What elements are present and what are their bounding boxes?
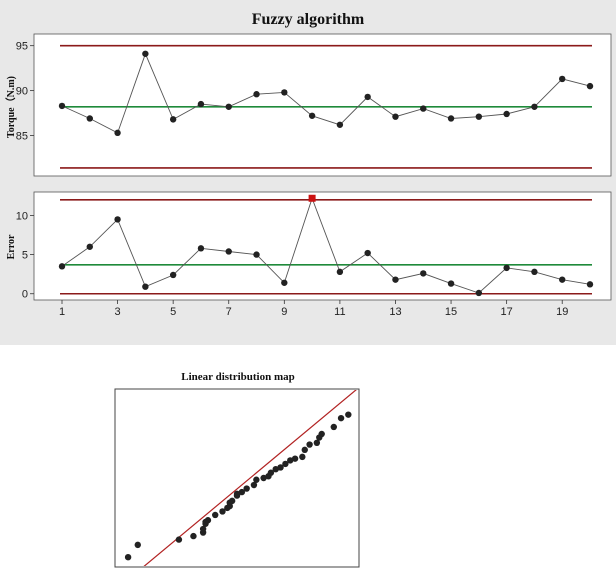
- error-point-out-of-control: [308, 194, 316, 202]
- distribution-plot-area: [114, 388, 360, 568]
- distribution-point: [330, 423, 337, 431]
- torque-point: [531, 103, 538, 110]
- torque-point: [281, 89, 288, 96]
- distribution-point: [299, 453, 306, 461]
- distribution-point: [124, 554, 132, 561]
- torque-point: [586, 82, 594, 90]
- distribution-point: [233, 490, 241, 498]
- error-point: [503, 264, 510, 272]
- distribution-point: [267, 469, 275, 476]
- torque-point: [392, 113, 399, 120]
- torque-y-tick-label: 85: [16, 131, 28, 143]
- torque-plot-area: [33, 33, 612, 177]
- distribution-point: [134, 541, 141, 549]
- error-series-line: [61, 196, 591, 294]
- torque-point: [86, 115, 93, 122]
- error-x-tick-label: 5: [170, 306, 176, 318]
- error-point: [420, 270, 427, 277]
- torque-point: [169, 116, 177, 123]
- distribution-point: [277, 464, 284, 471]
- error-axis-label: Error: [6, 234, 17, 259]
- torque-point: [225, 103, 232, 110]
- torque-y-tick-label: 95: [16, 41, 28, 53]
- error-point: [58, 263, 66, 270]
- error-x-tick-label: 3: [115, 306, 121, 318]
- distribution-panel: [124, 390, 357, 566]
- torque-panel: 85 90 95: [16, 41, 594, 169]
- distribution-point: [337, 414, 345, 422]
- error-x-tick-label: 11: [334, 306, 345, 318]
- torque-series-line: [61, 52, 591, 134]
- torque-axis-label: Torque（N.m): [4, 76, 17, 138]
- distribution-point: [253, 476, 260, 483]
- distribution-point: [175, 536, 183, 543]
- error-point: [169, 271, 177, 279]
- distribution-point: [190, 532, 197, 540]
- torque-point: [447, 115, 455, 122]
- error-y-tick-label: 10: [16, 210, 28, 222]
- error-point: [475, 289, 483, 297]
- distribution-point: [272, 466, 279, 473]
- torque-point: [364, 93, 371, 101]
- error-point: [336, 268, 344, 276]
- distribution-point: [204, 517, 212, 524]
- distribution-point: [250, 481, 258, 489]
- error-point: [586, 281, 594, 288]
- torque-point: [503, 110, 510, 118]
- distribution-map-title: Linear distribution map: [181, 371, 295, 383]
- error-point: [364, 249, 371, 257]
- distribution-point: [219, 508, 226, 515]
- distribution-point: [306, 441, 313, 448]
- distribution-point: [345, 411, 352, 418]
- error-point: [559, 276, 566, 283]
- error-x-tick-label: 1: [59, 306, 65, 318]
- distribution-point: [238, 488, 246, 496]
- torque-point: [114, 129, 121, 137]
- error-x-tick-label: 17: [501, 306, 513, 318]
- error-point: [281, 279, 288, 286]
- distribution-point: [313, 439, 321, 446]
- error-point: [225, 248, 232, 255]
- distribution-point: [291, 455, 299, 462]
- torque-point: [58, 102, 66, 110]
- error-y-tick-label: 0: [22, 289, 28, 301]
- torque-point: [475, 113, 483, 120]
- distribution-point: [243, 485, 250, 492]
- torque-y-tick-label: 90: [16, 86, 28, 98]
- torque-point: [420, 105, 427, 112]
- distribution-point: [260, 474, 267, 482]
- error-point: [114, 216, 121, 223]
- torque-point: [142, 50, 149, 57]
- error-point: [197, 245, 205, 252]
- error-x-tick-label: 15: [445, 306, 457, 318]
- error-x-tick-label: 19: [556, 306, 568, 318]
- torque-point: [253, 91, 260, 98]
- error-y-tick-label: 5: [22, 250, 28, 262]
- distribution-point: [282, 460, 289, 468]
- distribution-point: [318, 430, 325, 438]
- error-x-tick-label: 9: [281, 306, 287, 318]
- distribution-point: [212, 511, 219, 519]
- error-point: [253, 251, 260, 258]
- error-x-tick-label: 13: [389, 306, 401, 318]
- torque-point: [336, 121, 344, 128]
- torque-point: [308, 112, 316, 119]
- error-point: [142, 283, 149, 290]
- error-point: [531, 268, 538, 276]
- error-plot-area: [33, 191, 612, 301]
- distribution-point: [199, 525, 207, 533]
- error-x-tick-label: 7: [226, 306, 232, 318]
- distribution-point: [301, 446, 308, 454]
- distribution-point: [228, 497, 236, 505]
- error-point: [86, 243, 93, 250]
- page-title: Fuzzy algorithm: [252, 11, 365, 28]
- error-point: [447, 280, 455, 287]
- torque-point: [559, 75, 566, 83]
- distribution-point: [287, 457, 294, 464]
- torque-point: [197, 100, 205, 108]
- error-point: [392, 276, 399, 283]
